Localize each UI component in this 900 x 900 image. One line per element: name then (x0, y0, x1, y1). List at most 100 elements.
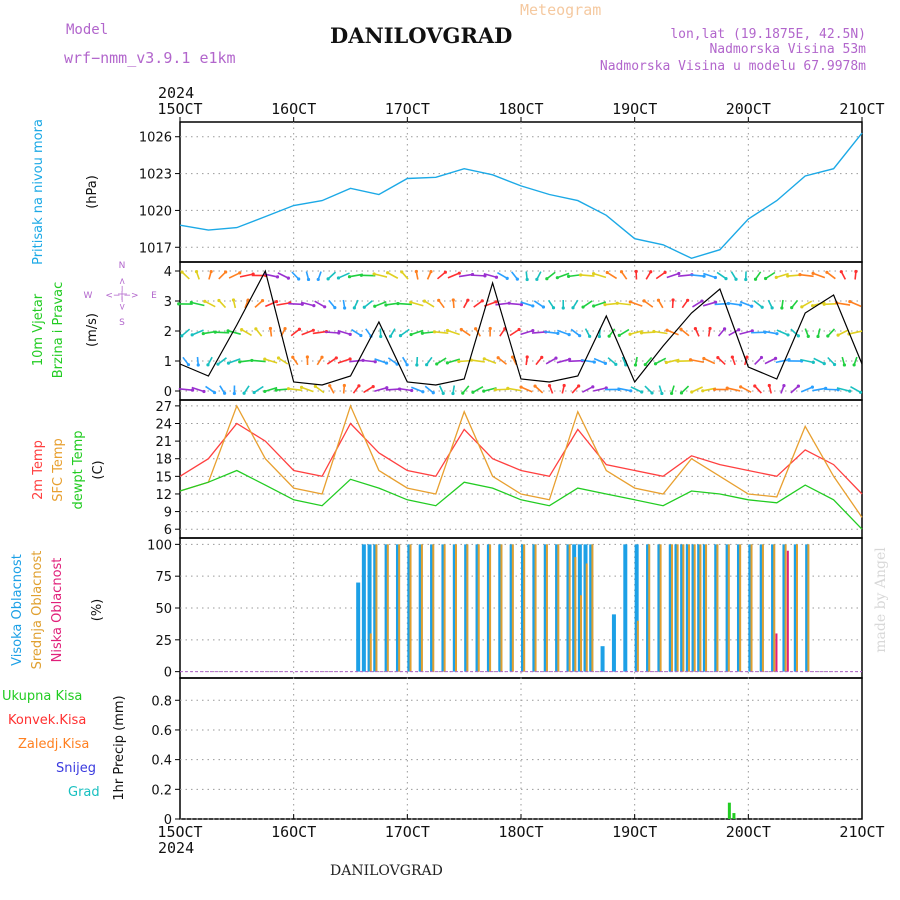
wind-arrow-head (745, 355, 749, 359)
wind-arrow (728, 329, 740, 336)
wind-arrow-head (556, 331, 560, 335)
mid-cloud-bar (648, 544, 651, 672)
wind-arrow (836, 302, 851, 306)
wind-arrow (278, 357, 289, 365)
wind-arrow (374, 386, 388, 393)
y-tick-label: 15 (155, 470, 172, 485)
x-tick-label: 20OCT (726, 100, 771, 118)
wind-arrow (472, 386, 484, 393)
wind-arrow-head (547, 383, 552, 388)
wind-arrow (241, 328, 252, 337)
high-cloud-bar (782, 544, 787, 672)
wind-arrow (593, 301, 607, 307)
wind-arrow-head (671, 298, 675, 302)
y-tick-label: 0 (164, 813, 172, 828)
wind-arrow-head (767, 383, 771, 388)
wind-arrow (533, 300, 544, 308)
wind-arrow (301, 386, 314, 393)
mid-cloud-bar (636, 620, 639, 672)
chart-marks (177, 132, 863, 819)
wind-arrow-head (254, 327, 258, 331)
mid-cloud-bar (784, 544, 787, 672)
wind-arrow (288, 387, 303, 392)
mid-cloud-bar (375, 544, 378, 672)
wind-arrow-head (786, 333, 790, 337)
compass-s: S (119, 318, 125, 328)
wind-arrow (790, 385, 799, 394)
wind-arrow-head (283, 327, 287, 331)
wind-arrow-head (693, 327, 698, 331)
high-cloud-bar (543, 544, 548, 672)
wind-arrow-head (226, 361, 231, 365)
model-elevation-label: Nadmorska Visina u modelu 67.9978m (600, 59, 866, 74)
wind-arrow (397, 302, 412, 306)
low-cloud-label: Niska Oblacnost (50, 558, 65, 663)
wind-arrow (702, 301, 716, 307)
wind-arrow-head (567, 357, 572, 361)
wind-arrow-head (619, 270, 624, 274)
wind-arrow-head (384, 361, 389, 365)
wind-arrow-head (852, 363, 856, 367)
wind-arrow-head (640, 390, 644, 394)
wind-arrow (678, 273, 692, 278)
wind-arrow-head (737, 328, 741, 332)
wind-arrow (363, 385, 374, 394)
wind-arrow-head (822, 362, 826, 366)
y-tick-label: 0.6 (151, 724, 172, 739)
wind-arrow-head (554, 356, 558, 360)
temp2m-line (179, 422, 863, 495)
wind-arrow (531, 331, 546, 334)
wind-arrow-head (457, 359, 461, 364)
wind-arrow-head (790, 306, 794, 310)
wind-arrow (727, 387, 741, 392)
wind-ylabel-2: Brzina i Pravac (51, 282, 66, 379)
high-cloud-bar (430, 544, 435, 672)
mid-cloud-bar (670, 544, 673, 672)
wind-arrow-head (848, 389, 852, 393)
wind-arrow-head (615, 301, 619, 305)
wind-arrow (557, 329, 570, 336)
wind-arrow-head (222, 391, 227, 395)
wind-arrow-head (494, 300, 498, 304)
wind-arrow (495, 302, 510, 306)
wind-arrow (824, 388, 839, 391)
wind-arrow-head (614, 362, 618, 366)
wind-arrow-head (459, 327, 463, 332)
x-tick-label: 19OCT (612, 100, 657, 118)
compass-n: N (119, 261, 126, 271)
wind-arrow-head (213, 330, 217, 334)
wind-arrow-head (716, 355, 720, 360)
wind-arrow-head (320, 355, 324, 359)
wind-arrow-head (409, 332, 413, 337)
wind-arrow (288, 302, 303, 306)
high-cloud-bar (384, 544, 389, 672)
wind-arrow-head (457, 271, 461, 275)
wind-arrow-head (337, 331, 341, 335)
wind-arrow (373, 273, 388, 278)
wind-arrow-head (782, 383, 786, 388)
high-cloud-bar (702, 544, 707, 672)
wind-arrow (666, 329, 679, 336)
high-cloud-bar (646, 544, 651, 672)
precip-legend-item: Zaledj.Kisa (18, 737, 89, 752)
wind-arrow-head (663, 270, 667, 274)
wind-arrow (581, 386, 594, 393)
mid-cloud-bar (466, 544, 469, 672)
high-cloud-bar (373, 544, 378, 672)
wind-arrow-head (579, 273, 583, 277)
y-tick-labels: 1026102310201017432102724211815129610075… (139, 131, 180, 828)
wind-arrow (471, 359, 485, 363)
wind-arrow-head (796, 384, 800, 388)
high-cloud-bar (566, 544, 571, 672)
wind-arrow-head (422, 299, 427, 303)
wind-arrow (397, 387, 412, 392)
wind-arrow-head (201, 331, 205, 336)
wind-arrow (374, 358, 387, 364)
wind-arrow-head (409, 300, 413, 304)
wind-arrow-head (679, 327, 683, 331)
wind-arrow-head (177, 302, 181, 306)
wind-arrow (324, 331, 339, 334)
wind-arrow (812, 387, 826, 392)
y-tick-label: 50 (155, 602, 172, 617)
wind-arrow (312, 330, 327, 335)
